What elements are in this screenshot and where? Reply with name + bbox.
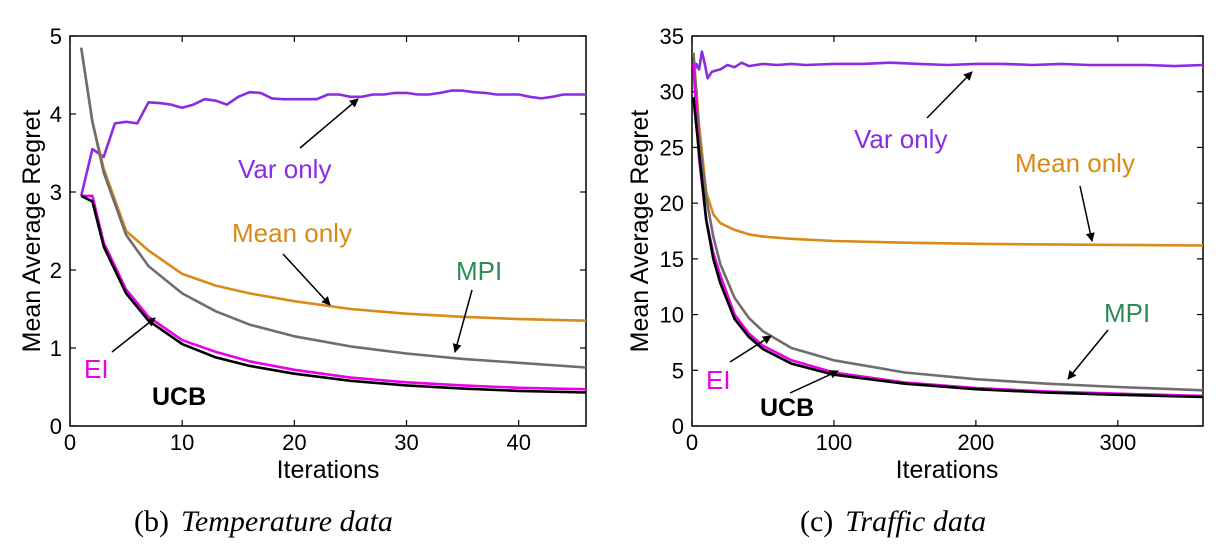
annotation-arrow-ei [111,317,156,353]
plot-frame [691,35,1204,427]
panel-traffic: 0 100 200 300 0 5 10 15 20 25 30 35 Iterations Mean… [626,24,1204,538]
series-line-ucb [692,97,1204,399]
annotation-ei: EI [706,365,731,395]
y-tick-label: 4 [50,102,62,127]
annotation-mean-only: Mean only [1015,148,1135,178]
caption-c-title: Traffic data [845,505,986,538]
series-group [692,50,1204,399]
annotation-var-only: Var only [238,154,331,184]
annotation-arrow-ucb [789,370,839,394]
y-tick-label: 5 [50,24,62,49]
series-line-var-only [692,50,1204,80]
y-tick-label: 3 [50,180,62,205]
x-axis-label: Iterations [896,456,999,484]
x-tick-label: 40 [506,430,530,455]
annotation-arrow-mpi [452,289,473,353]
x-tick-label: 20 [282,430,306,455]
caption-b: (b) Temperature data [134,505,393,538]
y-tick-label: 30 [660,80,684,105]
series-line-mpi [79,47,587,369]
y-tick-label: 2 [50,258,62,283]
series-line-ei [692,63,1204,398]
annotation-mpi: MPI [456,256,502,286]
caption-c-label: (c) [800,505,833,538]
caption-c: (c) Traffic data [800,505,986,538]
y-tick-label: 0 [672,414,684,439]
series-line-mean-only [79,47,587,322]
series-line-ei [81,194,587,391]
x-tick-label: 200 [958,430,995,455]
panel-temperature: 0 10 20 30 40 0 1 2 3 4 5 Iterations Mean Average … [18,24,587,538]
annotation-ucb: UCB [152,383,206,411]
annotation-arrow-var-only [926,71,973,119]
annotation-mean-only: Mean only [232,218,352,248]
x-tick-label: 30 [394,430,418,455]
caption-b-label: (b) [134,505,169,538]
y-axis-label: Mean Average Regret [18,110,46,353]
x-tick-label: 0 [686,430,698,455]
plot-frame [69,35,587,427]
y-tick-label: 5 [672,358,684,383]
y-tick-label: 0 [50,414,62,439]
y-axis-label: Mean Average Regret [626,110,654,353]
annotation-ucb: UCB [760,394,814,422]
annotation-var-only: Var only [854,124,947,154]
annotation-arrow-var-only [299,98,359,149]
annotation-arrow-mpi [1067,329,1109,380]
series-group [79,47,587,394]
x-tick-label: 300 [1099,430,1136,455]
series-line-ucb [80,194,587,394]
x-tick-label: 0 [64,430,76,455]
y-tick-label: 35 [660,24,684,49]
series-line-var-only [79,89,586,197]
caption-b-title: Temperature data [181,505,393,538]
y-tick-label: 25 [660,135,684,160]
y-tick-label: 10 [660,303,684,328]
y-tick-label: 20 [660,191,684,216]
x-axis-label: Iterations [277,456,380,484]
axis-ticks: 0 100 200 300 0 5 10 15 20 25 30 35 [660,24,1203,455]
annotation-ei: EI [84,354,109,384]
series-line-mpi [692,52,1204,392]
axis-ticks: 0 10 20 30 40 0 1 2 3 4 5 [50,24,586,455]
x-tick-label: 100 [816,430,853,455]
series-line-mean-only [692,52,1204,247]
y-tick-label: 15 [660,247,684,272]
y-tick-label: 1 [50,336,62,361]
annotation-arrow-mean-only [282,253,331,306]
annotation-mpi: MPI [1104,298,1150,328]
annotation-arrow-mean-only [1079,185,1095,242]
x-tick-label: 10 [170,430,194,455]
annotation-arrow-ei [729,335,772,363]
